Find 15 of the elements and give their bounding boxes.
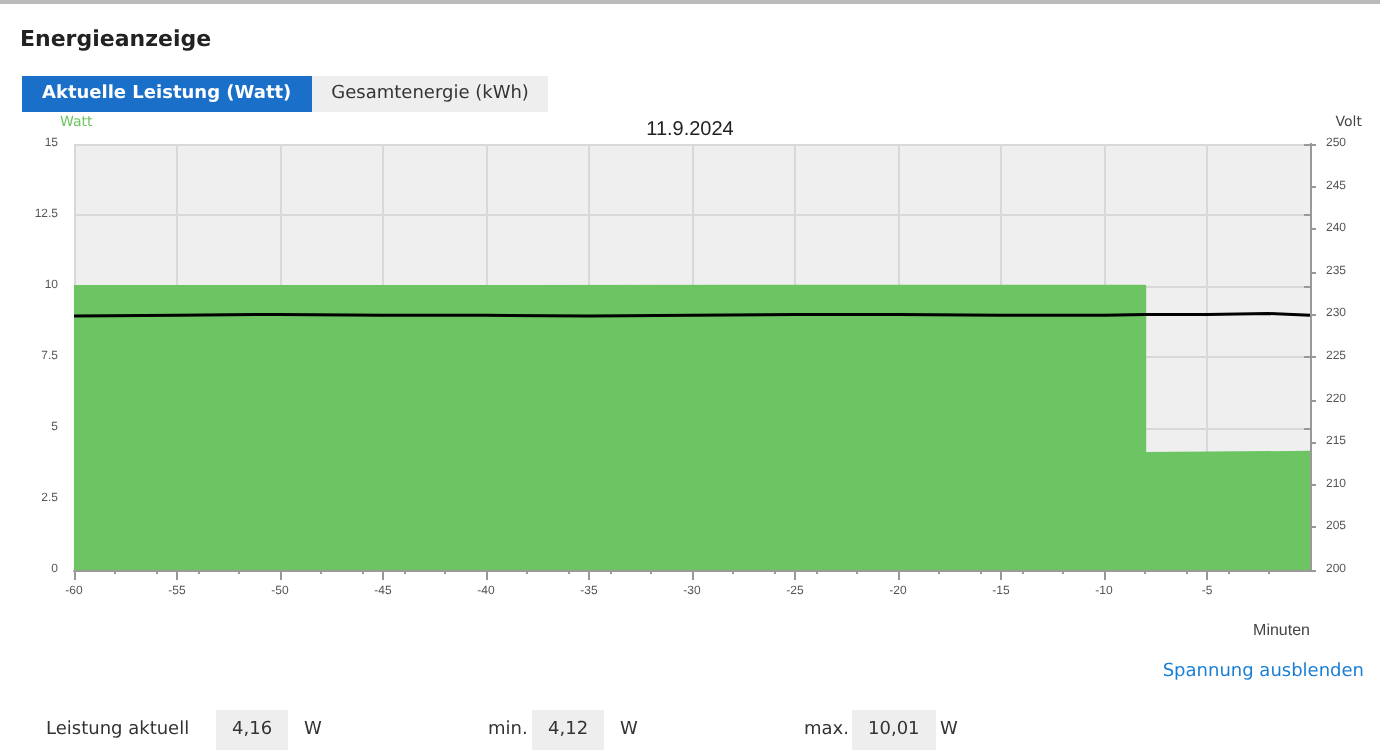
text: max.	[804, 720, 849, 740]
text: Gesamtenergie (kWh)	[311, 76, 549, 112]
text: Leistung aktuell	[46, 720, 190, 740]
chart-title: Energieanzeige	[20, 26, 212, 52]
text: min.	[488, 720, 528, 740]
text: W	[940, 720, 958, 740]
text: W	[620, 720, 638, 740]
text: Spannung ausblenden	[1162, 662, 1364, 682]
text: W	[304, 720, 322, 740]
text: Aktuelle Leistung (Watt)	[22, 76, 312, 112]
chart-subtitle: 11.9.2024	[646, 119, 735, 141]
x-axis-title: Minuten	[1253, 621, 1310, 639]
text: 4,16	[216, 710, 289, 750]
text: 4,12	[532, 710, 605, 750]
text: 10,01	[852, 710, 936, 750]
